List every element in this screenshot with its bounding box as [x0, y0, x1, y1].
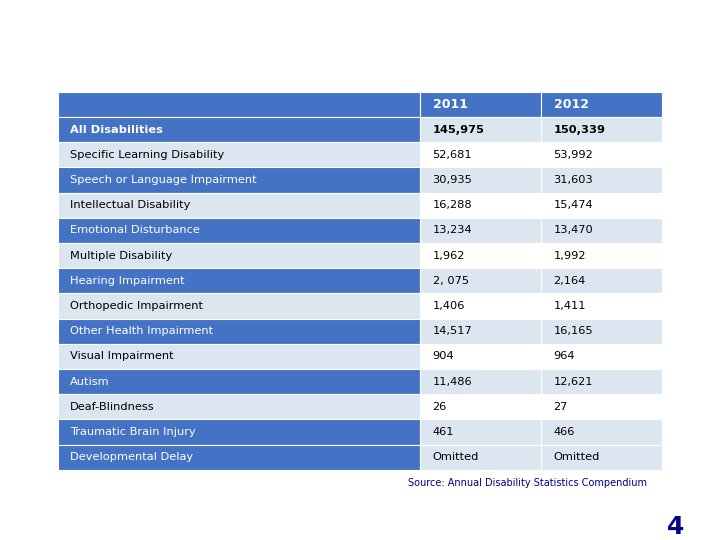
Bar [541, 420, 662, 444]
Text: Other Health Impairment: Other Health Impairment [70, 326, 213, 336]
Bar [541, 218, 662, 243]
Bar [58, 394, 420, 420]
Text: 12,621: 12,621 [554, 376, 593, 387]
Text: 2,164: 2,164 [554, 276, 586, 286]
Bar [420, 268, 541, 293]
Text: All Disabilities: All Disabilities [70, 125, 163, 134]
Bar [58, 444, 420, 470]
Text: 30,935: 30,935 [433, 175, 472, 185]
Text: Deaf-Blindness: Deaf-Blindness [70, 402, 154, 412]
Bar [541, 369, 662, 394]
Text: 15,474: 15,474 [554, 200, 593, 210]
Text: Omitted: Omitted [554, 452, 600, 462]
Text: 16,288: 16,288 [433, 200, 472, 210]
Text: 466: 466 [554, 427, 575, 437]
Bar [58, 293, 420, 319]
Bar [541, 167, 662, 193]
Text: 13,470: 13,470 [554, 225, 593, 235]
Bar [58, 142, 420, 167]
Text: Source: Annual Disability Statistics Compendium: Source: Annual Disability Statistics Com… [408, 478, 647, 488]
Bar [541, 268, 662, 293]
Text: 150,339: 150,339 [554, 125, 606, 134]
Bar [541, 92, 662, 117]
Bar [541, 444, 662, 470]
Text: Specific Learning Disability: Specific Learning Disability [70, 150, 224, 160]
Bar [541, 394, 662, 420]
Bar [420, 319, 541, 344]
Bar [420, 142, 541, 167]
Bar [541, 243, 662, 268]
Bar [58, 218, 420, 243]
Bar [420, 344, 541, 369]
Text: 53,992: 53,992 [554, 150, 593, 160]
Text: 1,406: 1,406 [433, 301, 465, 311]
Text: Traumatic Brain Injury: Traumatic Brain Injury [70, 427, 195, 437]
Bar [58, 319, 420, 344]
Text: Emotional Disturbance: Emotional Disturbance [70, 225, 199, 235]
Text: 4: 4 [667, 515, 684, 539]
Bar [541, 142, 662, 167]
Text: 2012: 2012 [554, 98, 588, 111]
Bar [541, 117, 662, 142]
Text: Hearing Impairment: Hearing Impairment [70, 276, 184, 286]
Bar [420, 394, 541, 420]
Text: Ages 6 to 21 IEPs by Category in IN: Ages 6 to 21 IEPs by Category in IN [29, 22, 720, 56]
Bar [58, 193, 420, 218]
Bar [420, 92, 541, 117]
Text: Visual Impairment: Visual Impairment [70, 352, 174, 361]
Bar [420, 218, 541, 243]
Text: 16,165: 16,165 [554, 326, 593, 336]
Bar [420, 167, 541, 193]
Text: Orthopedic Impairment: Orthopedic Impairment [70, 301, 203, 311]
Bar [541, 293, 662, 319]
Bar [58, 420, 420, 444]
Text: 52,681: 52,681 [433, 150, 472, 160]
Text: 27: 27 [554, 402, 568, 412]
Text: 964: 964 [554, 352, 575, 361]
Text: 461: 461 [433, 427, 454, 437]
Bar [420, 444, 541, 470]
Bar [420, 369, 541, 394]
Text: 11,486: 11,486 [433, 376, 472, 387]
Text: 1,962: 1,962 [433, 251, 465, 261]
Text: Intellectual Disability: Intellectual Disability [70, 200, 190, 210]
Bar [541, 319, 662, 344]
Bar [420, 420, 541, 444]
Text: 1,411: 1,411 [554, 301, 586, 311]
Text: 904: 904 [433, 352, 454, 361]
Text: 2, 075: 2, 075 [433, 276, 469, 286]
Bar [420, 193, 541, 218]
Bar [58, 243, 420, 268]
Text: Speech or Language Impairment: Speech or Language Impairment [70, 175, 256, 185]
Bar [58, 167, 420, 193]
Bar [420, 293, 541, 319]
Bar [58, 344, 420, 369]
Bar [58, 92, 420, 117]
Text: Multiple Disability: Multiple Disability [70, 251, 172, 261]
Text: Developmental Delay: Developmental Delay [70, 452, 193, 462]
Bar [58, 369, 420, 394]
Text: 14,517: 14,517 [433, 326, 472, 336]
Text: 145,975: 145,975 [433, 125, 485, 134]
Text: 26: 26 [433, 402, 447, 412]
Text: 1,992: 1,992 [554, 251, 586, 261]
Text: 2011: 2011 [433, 98, 467, 111]
Bar [420, 117, 541, 142]
Bar [58, 117, 420, 142]
Bar [420, 243, 541, 268]
Text: Omitted: Omitted [433, 452, 479, 462]
Text: 13,234: 13,234 [433, 225, 472, 235]
Bar [541, 193, 662, 218]
Text: Autism: Autism [70, 376, 109, 387]
Bar [541, 344, 662, 369]
Bar [58, 268, 420, 293]
Text: 31,603: 31,603 [554, 175, 593, 185]
